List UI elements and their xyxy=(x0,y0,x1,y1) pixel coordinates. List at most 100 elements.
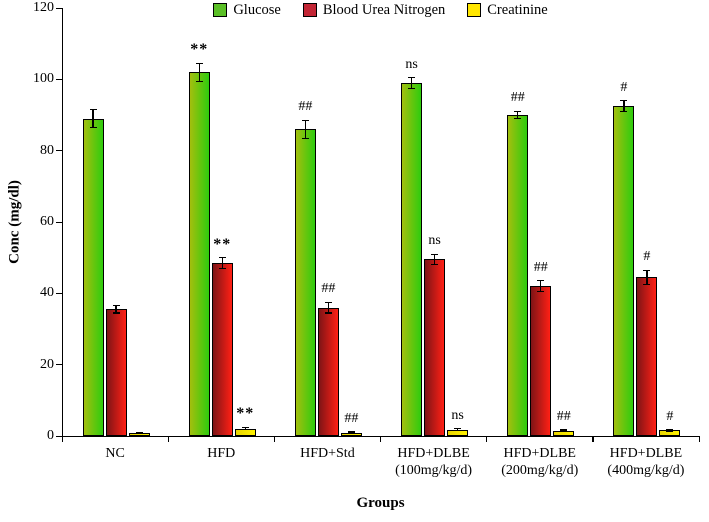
x-category-line: (100mg/kg/d) xyxy=(395,463,473,478)
x-category-line: HFD+Std xyxy=(300,446,355,461)
x-category-line: NC xyxy=(105,446,125,461)
y-tick-mark xyxy=(56,364,62,366)
x-tick-mark xyxy=(486,437,488,442)
significance-annotation: ** xyxy=(236,405,255,423)
legend-item: Glucose xyxy=(213,1,281,19)
error-bar-line xyxy=(563,429,565,432)
error-bar-cap xyxy=(431,264,439,266)
error-bar-cap xyxy=(324,312,332,314)
legend-label: Blood Urea Nitrogen xyxy=(322,2,446,18)
error-bar-cap xyxy=(112,305,120,307)
significance-annotation: ** xyxy=(190,41,209,59)
error-bar-cap xyxy=(431,253,439,255)
error-bar-cap xyxy=(301,119,309,121)
legend: Glucose Blood Urea Nitrogen Creatinine xyxy=(62,0,699,20)
error-bar-cap xyxy=(620,100,628,102)
y-tick-label: 40 xyxy=(40,285,54,301)
error-bar-line xyxy=(646,270,648,285)
error-bar-line xyxy=(669,429,671,431)
x-category-line: HFD xyxy=(207,446,236,461)
bar-glucose xyxy=(613,106,635,436)
bar-blood-urea-nitrogen xyxy=(105,309,127,436)
error-bar-line xyxy=(221,257,223,269)
significance-annotation: # xyxy=(643,249,651,265)
error-bar-cap xyxy=(408,76,416,79)
significance-annotation: ## xyxy=(298,99,313,115)
bar-glucose xyxy=(188,72,210,436)
error-bar-cap xyxy=(643,269,651,271)
error-bar-line xyxy=(623,100,625,112)
legend-item: Creatinine xyxy=(467,1,548,19)
error-bar-cap xyxy=(560,429,568,431)
error-bar-cap xyxy=(666,428,674,431)
error-bar-cap xyxy=(195,80,203,82)
legend-item: Blood Urea Nitrogen xyxy=(302,1,446,19)
error-bar-line xyxy=(138,432,140,434)
legend-label: Creatinine xyxy=(487,2,548,18)
x-category-line: (200mg/kg/d) xyxy=(501,463,579,478)
x-axis-title: Groups xyxy=(356,495,405,511)
x-category-line: HFD+DLBE xyxy=(609,446,683,461)
error-bar-cap xyxy=(537,290,545,293)
y-tick-label: 100 xyxy=(33,71,54,87)
error-bar-cap xyxy=(89,126,97,129)
error-bar-cap xyxy=(408,87,416,89)
significance-annotation: # xyxy=(620,79,628,95)
error-bar-cap xyxy=(666,430,674,432)
y-tick-mark xyxy=(56,435,62,437)
error-bar-cap xyxy=(643,283,651,285)
error-bar-cap xyxy=(620,110,628,113)
y-tick-label: 60 xyxy=(40,214,54,229)
error-bar-cap xyxy=(112,312,120,314)
error-bar-cap xyxy=(89,109,97,111)
error-bar-cap xyxy=(241,426,249,429)
bar-glucose xyxy=(82,118,104,436)
x-category-label: HFD+DLBE (400mg/kg/d) xyxy=(586,445,706,479)
y-tick-label: 120 xyxy=(33,0,54,15)
bar-glucose xyxy=(401,82,423,436)
error-bar-line xyxy=(410,77,413,89)
error-bar-cap xyxy=(241,428,249,431)
legend-label: Glucose xyxy=(233,2,281,18)
legend-swatch xyxy=(213,3,228,17)
plot-area: ** ** ** ## ## ## ns ns ns ## ## ## # # # xyxy=(62,8,700,437)
y-tick-label: 0 xyxy=(47,428,54,443)
error-bar-cap xyxy=(560,430,568,432)
significance-annotation: ## xyxy=(321,281,336,297)
x-category-line: (400mg/kg/d) xyxy=(607,463,685,478)
error-bar-cap xyxy=(454,429,462,431)
significance-annotation: ** xyxy=(213,235,232,253)
error-bar-cap xyxy=(218,267,226,269)
x-tick-mark xyxy=(61,437,63,442)
y-tick-label: 20 xyxy=(40,356,54,372)
error-bar-line xyxy=(433,254,436,265)
legend-swatch xyxy=(467,3,482,17)
x-category-line: HFD+DLBE xyxy=(397,446,470,461)
y-tick-label: 80 xyxy=(40,142,54,158)
error-bar-line xyxy=(540,280,542,292)
significance-annotation: ## xyxy=(533,259,548,275)
error-bar-cap xyxy=(135,431,143,434)
x-tick-mark xyxy=(698,437,700,442)
x-category-line: HFD+DLBE xyxy=(503,446,576,461)
y-tick-mark xyxy=(56,292,62,295)
error-bar-line xyxy=(198,63,200,82)
error-bar-cap xyxy=(347,431,355,433)
error-bar-cap xyxy=(135,433,143,435)
x-tick-mark xyxy=(592,437,594,442)
error-bar-cap xyxy=(324,301,332,303)
significance-annotation: ## xyxy=(344,411,359,427)
x-category-label: NC xyxy=(55,445,175,462)
x-category-label: HFD+DLBE (100mg/kg/d) xyxy=(374,445,494,479)
error-bar-cap xyxy=(218,257,226,259)
legend-swatch xyxy=(302,3,317,17)
error-bar-line xyxy=(244,427,246,430)
significance-annotation: # xyxy=(666,408,674,424)
error-bar-cap xyxy=(195,62,203,64)
error-bar-cap xyxy=(347,432,355,435)
error-bar-cap xyxy=(537,280,545,282)
significance-annotation: ns xyxy=(428,233,441,249)
error-bar-cap xyxy=(514,117,522,120)
error-bar-line xyxy=(304,120,306,139)
